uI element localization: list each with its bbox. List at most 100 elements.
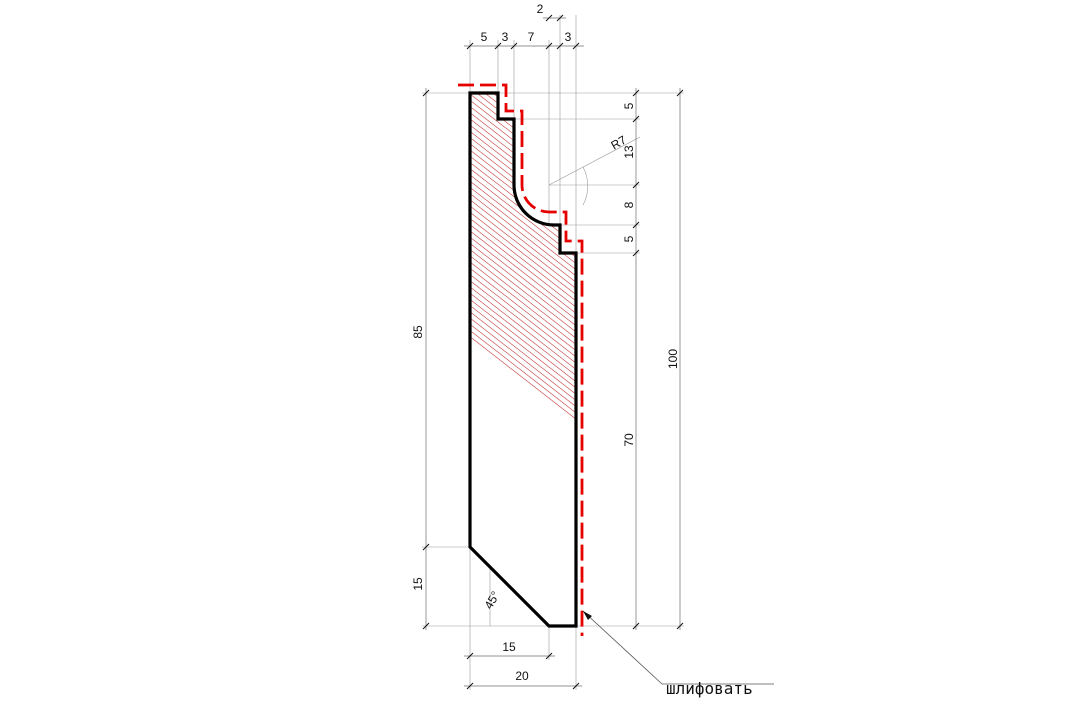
hatch-line: [470, 93, 576, 626]
hatch-line: [908, 80, 1069, 640]
hatch-line: [628, 80, 1069, 640]
hatch-line: [620, 80, 1069, 640]
hatch-line: [470, 93, 576, 626]
hatch-line: [580, 80, 1069, 640]
hatch-line: [988, 80, 1069, 640]
hatch-line: [470, 93, 576, 626]
hatch-line: [844, 80, 1069, 640]
hatch-line: [470, 93, 576, 626]
hatch-line: [764, 80, 1069, 640]
hatch-line: [523, 93, 576, 626]
note-leader: [582, 610, 774, 685]
hatch-line: [676, 80, 1069, 640]
hatch-line: [804, 80, 1069, 640]
hatch-line: [956, 80, 1069, 640]
hatch-line: [507, 93, 576, 626]
hatch-line: [1020, 80, 1069, 640]
hatch-line: [470, 93, 576, 626]
hatch-line: [491, 93, 576, 626]
dim-top-3b: 3: [565, 30, 572, 44]
hatch-line: [940, 80, 1069, 640]
hatch-line: [996, 80, 1069, 640]
hatch-line: [668, 80, 1069, 640]
hatch-line: [470, 93, 576, 626]
hatch-line: [732, 80, 1069, 640]
hatch-line: [470, 93, 576, 626]
hatch-line: [470, 93, 576, 626]
hatch-line: [470, 93, 576, 626]
dim-top-7: 7: [528, 30, 535, 44]
hatch-line: [470, 93, 576, 626]
hatch-line: [470, 93, 576, 626]
hatch-line: [692, 80, 1069, 640]
dim-left-85: 85: [411, 325, 425, 339]
hatch-line: [470, 93, 576, 626]
hatch-line: [470, 93, 576, 626]
hatch-line: [868, 80, 1069, 640]
hatch-line: [470, 93, 576, 626]
hatch-line: [470, 93, 576, 626]
hatch-line: [644, 80, 1069, 640]
hatch-line: [470, 93, 576, 626]
hatch-line: [788, 80, 1069, 640]
hatch-line: [980, 80, 1069, 640]
hatch-line: [470, 93, 576, 626]
hatch-line: [563, 93, 576, 626]
hatch-line: [820, 80, 1069, 640]
hatch-line: [470, 93, 576, 626]
hatch-line: [708, 80, 1069, 640]
hatch-line: [924, 80, 1069, 640]
hatch-line: [515, 93, 576, 626]
hatch-line: [748, 80, 1069, 640]
hatch-line: [470, 93, 576, 626]
hatch-line: [470, 93, 576, 626]
hatch-line: [539, 93, 576, 626]
hatch-line: [470, 93, 576, 626]
profile-outline: [468, 91, 578, 628]
hatch-line: [796, 80, 1069, 640]
dim-top-3a: 3: [502, 30, 509, 44]
section-hatch: [470, 80, 1069, 640]
finishing-note: шлифовать: [666, 679, 753, 698]
dim-right-5b: 5: [622, 235, 636, 242]
hatch-line: [571, 93, 576, 626]
hatch-line: [475, 93, 576, 626]
hatch-line: [700, 80, 1069, 640]
hatch-line: [612, 80, 1069, 640]
hatch-line: [470, 93, 576, 626]
dim-right-5a: 5: [622, 102, 636, 109]
extension-lines: [422, 15, 684, 690]
hatch-line: [876, 80, 1069, 640]
hatch-line: [470, 93, 576, 626]
finishing-surface-line: [458, 83, 584, 636]
hatch-line: [531, 93, 576, 626]
dim-right-100: 100: [666, 349, 680, 369]
hatch-line: [756, 80, 1069, 640]
hatch-line: [932, 80, 1069, 640]
hatch-line: [660, 80, 1069, 640]
hatch-line: [828, 80, 1069, 640]
hatch-line: [470, 93, 576, 626]
hatch-line: [470, 93, 576, 626]
hatch-line: [470, 93, 576, 626]
dim-right-13: 13: [622, 145, 636, 159]
hatch-line: [948, 80, 1069, 640]
hatch-line: [884, 80, 1069, 640]
hatch-line: [470, 93, 576, 626]
hatch-line: [900, 80, 1069, 640]
angle-label: 45°: [481, 589, 502, 612]
hatch-line: [860, 80, 1069, 640]
hatch-line: [836, 80, 1069, 640]
hatch-line: [1028, 80, 1069, 640]
dimension-labels: 5 3 7 2 3 5 13 8 5 70 100 85 15 15 20 R7…: [411, 2, 680, 683]
hatch-line: [772, 80, 1069, 640]
dim-right-8: 8: [622, 201, 636, 208]
hatch-line: [470, 93, 576, 626]
hatch-line: [555, 93, 576, 626]
hatch-line: [470, 93, 576, 626]
hatch-line: [470, 93, 576, 626]
dimension-lines: [422, 14, 684, 690]
dim-bottom-15: 15: [502, 640, 516, 654]
dim-right-70: 70: [622, 433, 636, 447]
